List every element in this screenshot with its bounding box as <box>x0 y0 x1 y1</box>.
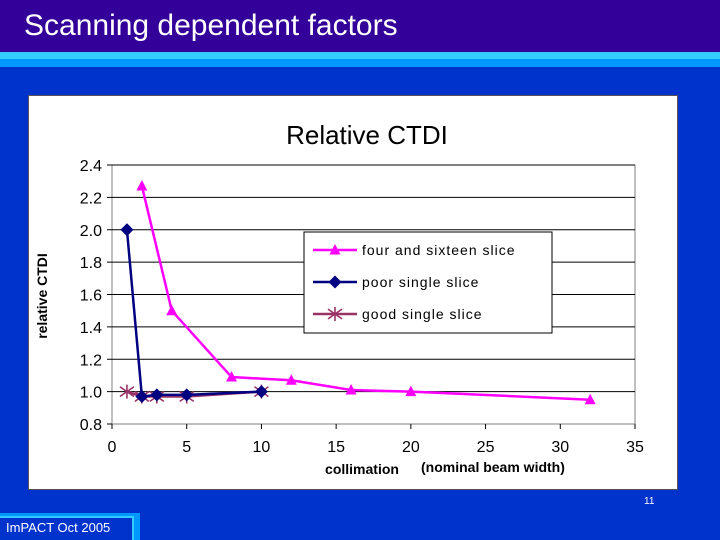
data-point-asterisk <box>119 384 135 399</box>
data-point-triangle <box>405 385 417 397</box>
title-underline-cyan <box>0 52 720 59</box>
slide-title: Scanning dependent factors <box>24 9 398 42</box>
x-tick-label: 10 <box>253 439 271 456</box>
data-point-triangle <box>136 180 148 191</box>
y-tick-label: 1.2 <box>80 352 102 369</box>
data-point-diamond <box>135 389 149 403</box>
data-point-triangle <box>345 384 357 395</box>
chart-title: Relative CTDI <box>286 120 448 150</box>
data-point-triangle <box>166 304 178 316</box>
data-point-diamond <box>180 388 194 402</box>
legend-marker-triangle <box>329 244 341 255</box>
y-tick-label: 1.8 <box>80 255 102 272</box>
data-point-diamond <box>120 223 134 237</box>
x-tick-label: 20 <box>402 439 420 456</box>
relative-ctdi-chart: Relative CTDI 0.8 1.0 1.2 1.4 1.6 1.8 2.0 2.2 2.… <box>34 120 644 477</box>
x-tick-label: 25 <box>477 439 495 456</box>
x-axis-label: collimation <box>325 461 399 477</box>
y-tick-label: 1.0 <box>80 385 102 402</box>
legend-label: four and sixteen slice <box>362 242 516 258</box>
title-bar: Scanning dependent factors <box>0 0 720 52</box>
y-tick-label: 2.2 <box>80 190 102 207</box>
data-point-diamond <box>254 385 268 399</box>
y-tick-label: 1.6 <box>80 288 102 305</box>
legend-label: poor single slice <box>362 274 479 290</box>
title-underline-blue <box>0 59 720 67</box>
y-tick-label: 2.4 <box>80 158 102 175</box>
x-tick-label: 30 <box>551 439 569 456</box>
x-tick-label: 15 <box>327 439 345 456</box>
data-point-triangle <box>226 371 238 382</box>
legend: four and sixteen slice poor single slice g… <box>303 231 553 334</box>
chart-area: Relative CTDI 0.8 1.0 1.2 1.4 1.6 1.8 2.0 2.2 2.… <box>28 95 678 490</box>
y-axis-label: relative CTDI <box>34 253 50 339</box>
slide-number: 11 <box>644 496 655 507</box>
legend-marker-asterisk <box>327 307 343 321</box>
data-point-diamond <box>150 388 164 402</box>
legend-label: good single slice <box>362 306 483 322</box>
footer-label: ImPACT Oct 2005 <box>0 516 134 540</box>
x-tick-label: 0 <box>108 439 117 456</box>
x-tick-label: 5 <box>182 439 191 456</box>
legend-marker-diamond <box>328 275 342 289</box>
data-point-triangle <box>285 374 297 385</box>
data-point-triangle <box>584 393 596 405</box>
y-tick-label: 1.4 <box>80 320 102 337</box>
y-tick-label: 2.0 <box>80 223 102 240</box>
x-axis-label-suffix: (nominal beam width) <box>421 459 565 475</box>
y-tick-label: 0.8 <box>80 417 102 434</box>
x-tick-label: 35 <box>626 439 644 456</box>
